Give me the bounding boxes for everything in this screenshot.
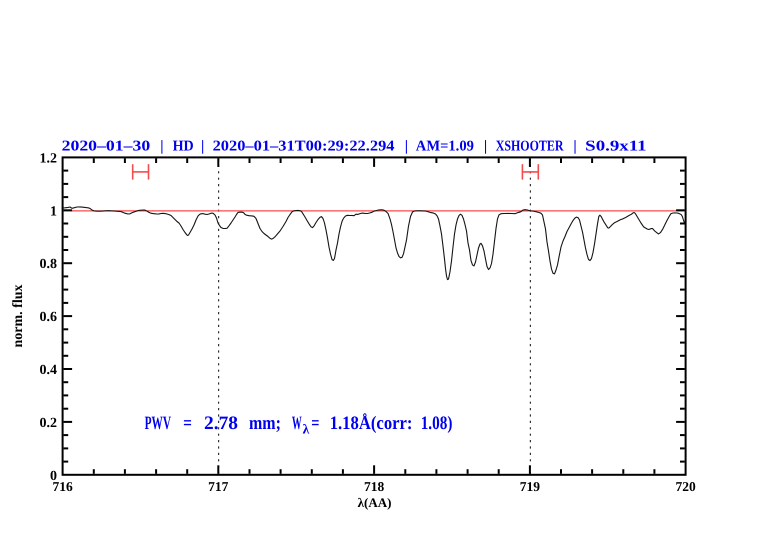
svg-text:717: 717	[208, 479, 229, 494]
svg-text:mm;: mm;	[249, 413, 281, 434]
svg-text:HD: HD	[173, 139, 194, 155]
svg-text:2020–01–31T00:29:22.294: 2020–01–31T00:29:22.294	[213, 139, 395, 155]
svg-text:AM=1.09: AM=1.09	[416, 139, 474, 155]
svg-text:0.6: 0.6	[40, 310, 58, 325]
svg-text:S0.9x11: S0.9x11	[585, 139, 646, 155]
svg-text:719: 719	[520, 479, 541, 494]
svg-text:720: 720	[675, 479, 696, 494]
svg-text:norm. flux: norm. flux	[11, 285, 26, 348]
svg-text:λ(AA): λ(AA)	[358, 495, 392, 510]
svg-text:|: |	[405, 139, 408, 155]
svg-text:|: |	[573, 139, 576, 155]
svg-text:2.78: 2.78	[204, 413, 238, 434]
svg-text:|: |	[201, 139, 204, 155]
svg-text:=: =	[183, 413, 192, 434]
svg-text:718: 718	[364, 479, 385, 494]
svg-text:λ: λ	[303, 422, 310, 437]
svg-text:1: 1	[50, 204, 57, 219]
svg-text:0.4: 0.4	[40, 363, 58, 378]
svg-text:=: =	[311, 413, 319, 434]
svg-text:0.8: 0.8	[40, 257, 58, 272]
svg-text:|: |	[160, 139, 163, 155]
svg-text:0.2: 0.2	[40, 416, 58, 431]
svg-text:W: W	[292, 413, 302, 434]
svg-text:1.08): 1.08)	[421, 413, 453, 434]
svg-text:2020–01–30: 2020–01–30	[62, 139, 151, 155]
svg-text:716: 716	[52, 479, 73, 494]
svg-text:0: 0	[50, 469, 57, 484]
svg-text:1.2: 1.2	[40, 151, 58, 166]
svg-text:|: |	[484, 139, 487, 155]
svg-text:XSHOOTER: XSHOOTER	[496, 139, 564, 155]
svg-text:PWV: PWV	[145, 413, 172, 434]
svg-text:1.18Å(corr:: 1.18Å(corr:	[330, 413, 413, 434]
